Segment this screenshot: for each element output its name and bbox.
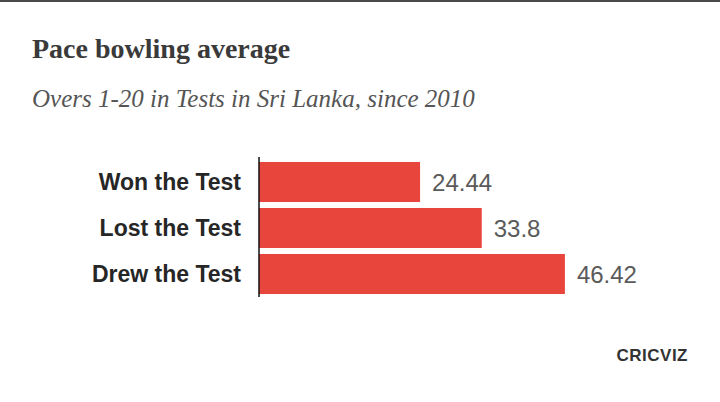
category-label: Won the Test <box>99 169 242 195</box>
title: Pace bowling average <box>32 33 290 64</box>
chart-container: Pace bowling average Overs 1-20 in Tests … <box>0 0 720 402</box>
bars <box>259 162 565 294</box>
chart-svg: Pace bowling average Overs 1-20 in Tests … <box>0 0 720 402</box>
category-label: Drew the Test <box>92 261 241 287</box>
source: CRICVIZ <box>617 346 689 365</box>
bar <box>259 162 420 202</box>
bar <box>259 208 482 248</box>
labels: Won the Test 24.44 Lost the Test 33.8 Drew t… <box>92 169 637 288</box>
subtitle: Overs 1-20 in Tests in Sri Lanka, since … <box>32 85 475 112</box>
category-label: Lost the Test <box>100 215 242 241</box>
top-border <box>0 0 720 2</box>
data-label: 33.8 <box>494 215 541 242</box>
data-label: 46.42 <box>577 261 637 288</box>
data-label: 24.44 <box>432 169 492 196</box>
bar <box>259 254 565 294</box>
category-axis <box>258 157 260 297</box>
